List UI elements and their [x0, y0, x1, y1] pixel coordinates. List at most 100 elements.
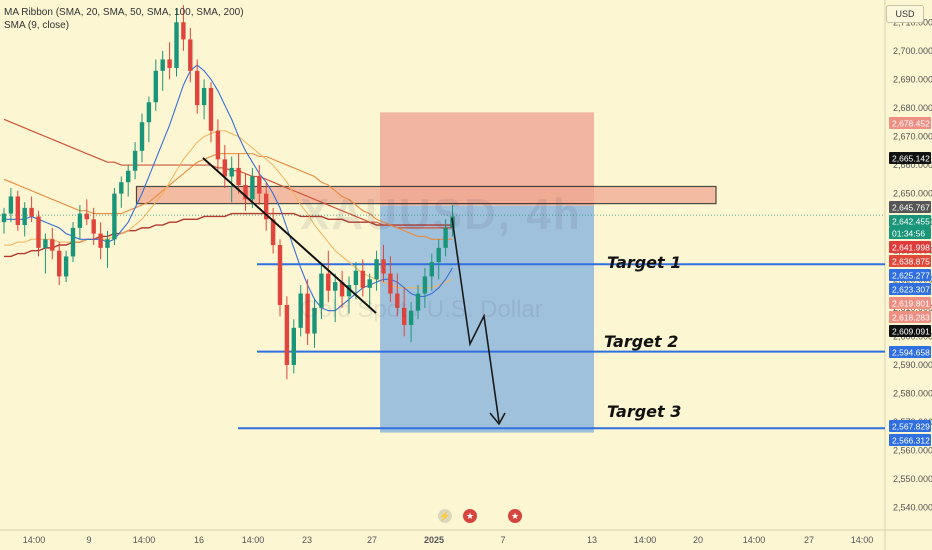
candle-body — [119, 182, 124, 194]
y-tick-label: 2,670.000 — [893, 132, 932, 142]
candle-body — [229, 167, 234, 177]
price-tag — [889, 117, 931, 129]
sma9-line — [4, 64, 453, 312]
projection-path — [451, 217, 500, 423]
y-tick-label: 2,660.000 — [893, 160, 932, 170]
price-tag-label: 2,625.277 — [892, 271, 930, 281]
trend-line — [202, 157, 377, 314]
candle-body — [284, 304, 290, 365]
price-tag — [889, 215, 931, 227]
candle-body — [353, 270, 359, 285]
currency-button[interactable]: USD — [886, 5, 924, 23]
price-tag — [889, 311, 931, 323]
target-2-label: Target 2 — [604, 332, 679, 351]
price-tag — [889, 241, 931, 253]
candle-body — [291, 327, 296, 365]
candle-body — [15, 196, 20, 226]
price-tag — [889, 269, 931, 281]
x-tick-label: 14:00 — [242, 535, 265, 545]
candle-body — [132, 150, 138, 171]
y-tick-label: 2,590.000 — [893, 360, 932, 370]
candle-body — [195, 70, 200, 106]
price-tag — [889, 201, 931, 213]
x-tick-label: 16 — [194, 535, 204, 545]
candle-body — [43, 239, 48, 248]
indicator-legend[interactable]: MA Ribbon (SMA, 20, SMA, 50, SMA, 100, S… — [4, 6, 244, 32]
price-tag — [889, 420, 931, 432]
lightning-icon[interactable]: ⚡ — [438, 509, 452, 523]
price-tag-label: 2,678.452 — [892, 119, 930, 129]
y-tick-label: 2,560.000 — [893, 446, 932, 456]
price-tag-label: 2,638.875 — [892, 257, 930, 267]
candle-body — [139, 122, 145, 151]
x-tick-label: 14:00 — [133, 535, 156, 545]
x-tick-label: 7 — [500, 535, 505, 545]
price-tag-label: 2,609.091 — [892, 327, 930, 337]
candle-body — [126, 170, 131, 183]
price-tag-label: 2,567.829 — [892, 422, 930, 432]
candle-body — [429, 262, 434, 277]
y-tick-label: 2,690.000 — [893, 74, 932, 84]
x-tick-label: 14:00 — [634, 535, 657, 545]
price-tag-label: 2,641.998 — [892, 243, 930, 253]
ma-ribbon-label[interactable]: MA Ribbon (SMA, 20, SMA, 50, SMA, 100, S… — [4, 7, 244, 18]
target-3-label: Target 3 — [607, 402, 682, 421]
candle-body — [243, 185, 248, 200]
x-tick-label: 13 — [587, 535, 597, 545]
x-tick-label: 14:00 — [743, 535, 766, 545]
candle-body — [188, 39, 193, 71]
candle-body — [236, 167, 241, 186]
candle-body — [57, 250, 62, 277]
resistance-zone — [135, 185, 717, 205]
price-tag-label: 2,623.307 — [892, 285, 930, 295]
sma-label[interactable]: SMA (9, close) — [4, 20, 70, 31]
take-profit-zone — [380, 205, 594, 433]
candle-body — [298, 293, 303, 328]
price-tag — [889, 152, 931, 164]
candle-body — [443, 227, 448, 248]
price-tag — [889, 346, 931, 358]
candle-body — [333, 282, 338, 291]
candle-body — [346, 284, 352, 297]
price-tag-label: 2,665.142 — [892, 154, 930, 164]
y-tick-label: 2,540.000 — [893, 503, 932, 513]
candle-body — [305, 293, 310, 334]
x-tick-label: 27 — [367, 535, 377, 545]
candle-body — [339, 282, 345, 297]
price-tag-label: 01:34:56 — [892, 229, 925, 239]
y-tick-label: 2,650.000 — [893, 189, 932, 199]
candle-body — [215, 130, 221, 160]
us-flag-icon[interactable]: ★ — [508, 509, 522, 523]
ma20-line — [4, 130, 453, 289]
price-tag — [889, 297, 931, 309]
candle-body — [222, 159, 227, 177]
candle-body — [84, 213, 89, 220]
candle-body — [270, 219, 276, 246]
candle-body — [326, 273, 331, 291]
price-tag — [889, 227, 931, 239]
candle-body — [381, 259, 386, 274]
price-tag-label: 2,566.312 — [892, 436, 930, 446]
candle-body — [8, 196, 14, 214]
price-tag-label: 2,619.801 — [892, 299, 930, 309]
us-flag-icon[interactable]: ★ — [463, 509, 477, 523]
candle-body — [174, 22, 179, 68]
price-tag — [889, 283, 931, 295]
price-tag — [889, 325, 931, 337]
candle-body — [201, 87, 207, 106]
candle-body — [98, 233, 103, 248]
candle-body — [181, 22, 186, 40]
candle-body — [415, 293, 421, 311]
y-tick-label: 2,550.000 — [893, 474, 932, 484]
price-tag — [889, 434, 931, 446]
x-tick-label: 14:00 — [851, 535, 874, 545]
candle-body — [22, 207, 27, 226]
candle-body — [70, 227, 76, 257]
candle-body — [395, 293, 400, 308]
target-1-label: Target 1 — [607, 253, 682, 272]
ma100-line — [3, 118, 453, 229]
candle-body — [160, 59, 165, 71]
y-tick-label: 2,680.000 — [893, 103, 932, 113]
